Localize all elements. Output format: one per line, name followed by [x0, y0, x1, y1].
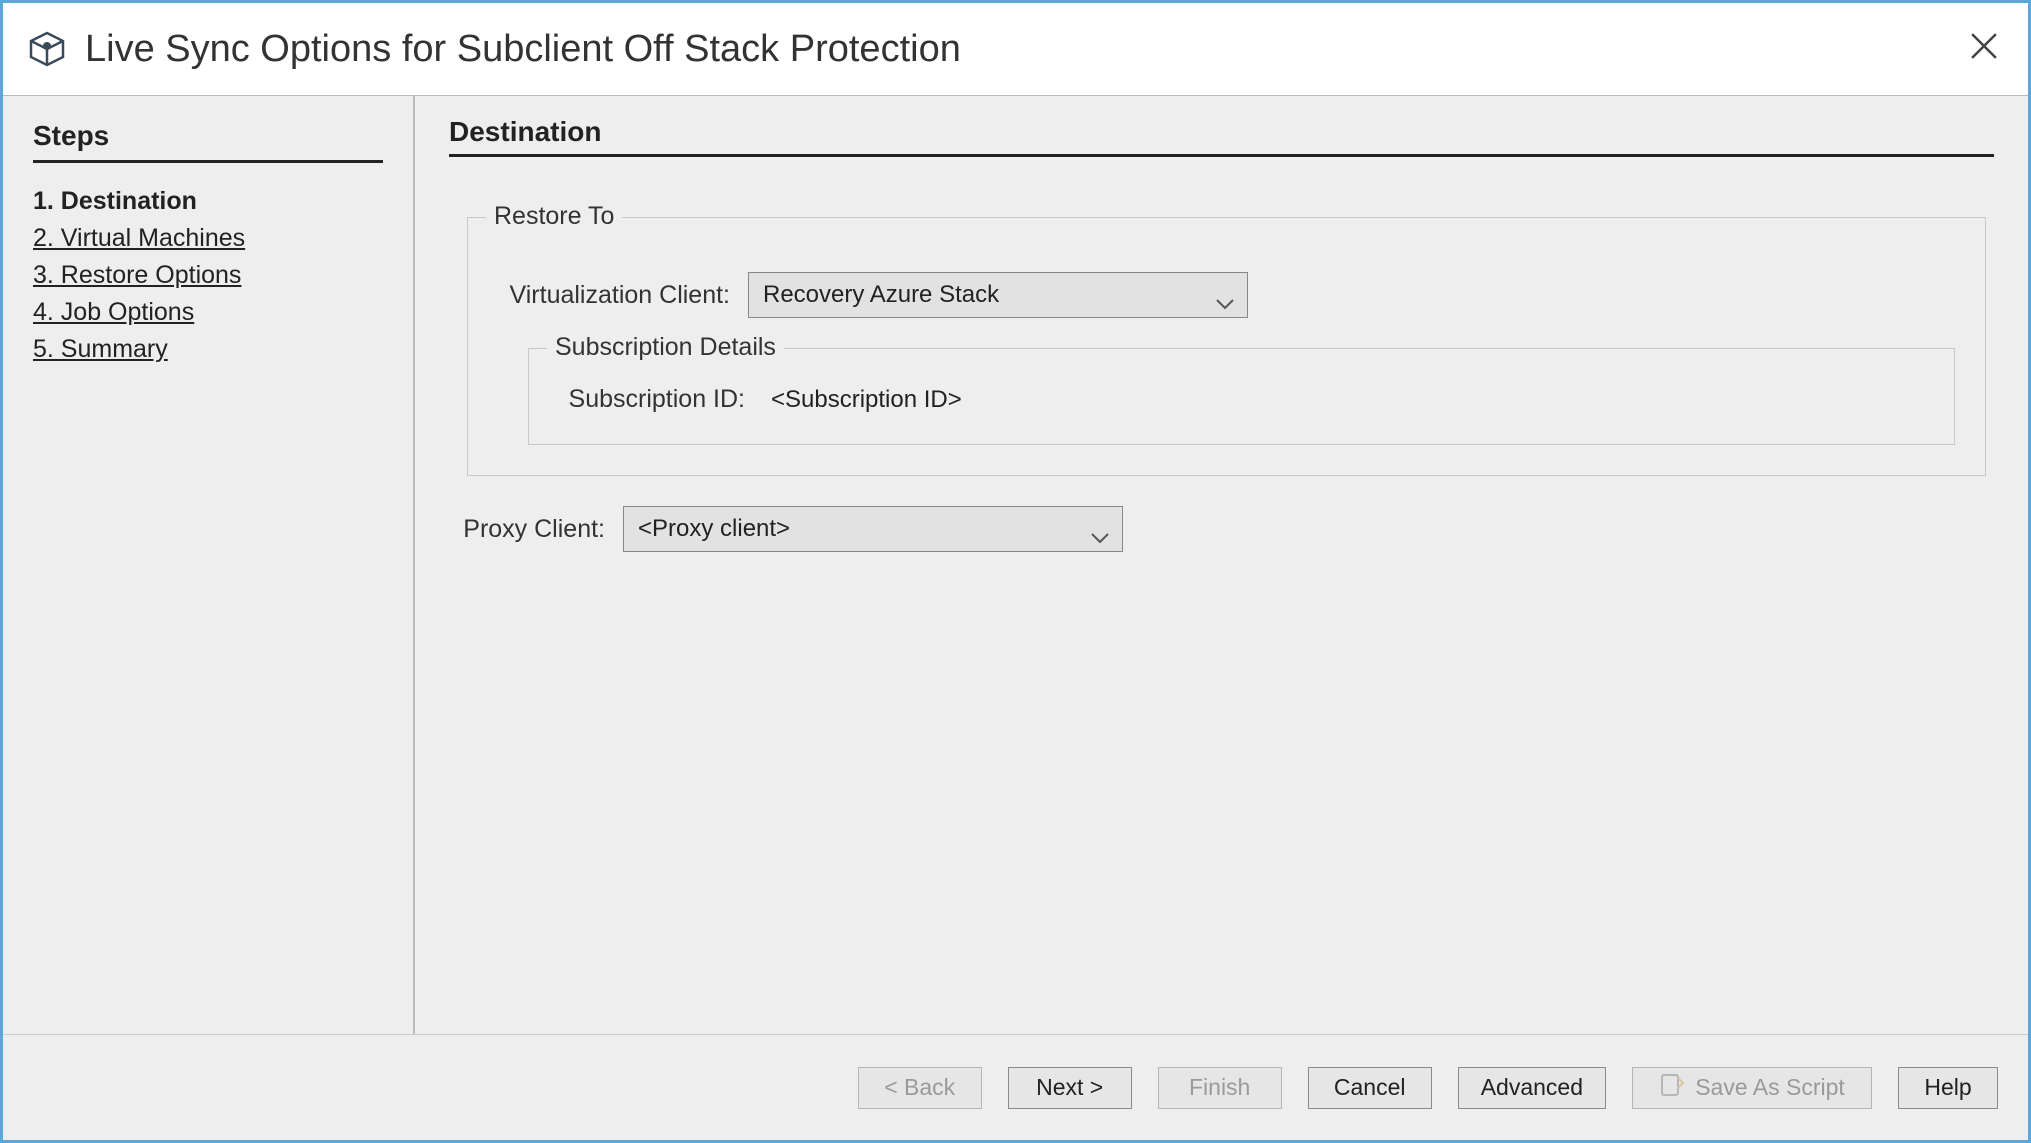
step-restore-options[interactable]: 3. Restore Options [33, 261, 383, 290]
steps-sidebar: Steps 1. Destination 2. Virtual Machines… [3, 96, 415, 1034]
virtualization-client-row: Virtualization Client: Recovery Azure St… [498, 272, 1955, 318]
subscription-details-legend: Subscription Details [547, 333, 784, 362]
proxy-client-row: Proxy Client: <Proxy client> [467, 506, 1994, 552]
virtualization-client-select[interactable]: Recovery Azure Stack [748, 272, 1248, 318]
subscription-id-row: Subscription ID: <Subscription ID> [553, 385, 1930, 414]
step-virtual-machines[interactable]: 2. Virtual Machines [33, 224, 383, 253]
chevron-down-icon [1090, 523, 1110, 535]
chevron-down-icon [1215, 289, 1235, 301]
titlebar: Live Sync Options for Subclient Off Stac… [3, 3, 2028, 95]
proxy-client-value: <Proxy client> [638, 515, 790, 543]
next-button[interactable]: Next > [1008, 1067, 1132, 1109]
help-button[interactable]: Help [1898, 1067, 1998, 1109]
step-summary[interactable]: 5. Summary [33, 335, 383, 364]
restore-to-legend: Restore To [486, 202, 622, 231]
section-title: Destination [449, 116, 1994, 157]
save-as-script-button: Save As Script [1632, 1067, 1872, 1109]
close-icon[interactable] [1964, 29, 2004, 69]
window-title: Live Sync Options for Subclient Off Stac… [85, 28, 1964, 71]
back-button: < Back [858, 1067, 982, 1109]
restore-to-group: Restore To Virtualization Client: Recove… [467, 217, 1986, 476]
app-icon [27, 29, 67, 69]
virtualization-client-label: Virtualization Client: [498, 281, 748, 310]
cancel-button[interactable]: Cancel [1308, 1067, 1432, 1109]
step-destination[interactable]: 1. Destination [33, 187, 383, 216]
steps-header: Steps [33, 120, 383, 163]
subscription-id-label: Subscription ID: [553, 385, 763, 414]
step-job-options[interactable]: 4. Job Options [33, 298, 383, 327]
proxy-client-select[interactable]: <Proxy client> [623, 506, 1123, 552]
finish-button: Finish [1158, 1067, 1282, 1109]
subscription-details-group: Subscription Details Subscription ID: <S… [528, 348, 1955, 445]
advanced-button[interactable]: Advanced [1458, 1067, 1606, 1109]
main-panel: Destination Restore To Virtualization Cl… [415, 96, 2028, 1034]
subscription-id-value: <Subscription ID> [763, 386, 962, 414]
save-as-script-label: Save As Script [1695, 1074, 1845, 1101]
proxy-client-label: Proxy Client: [433, 515, 623, 544]
button-bar: < Back Next > Finish Cancel Advanced Sav… [3, 1034, 2028, 1140]
dialog-body: Steps 1. Destination 2. Virtual Machines… [3, 95, 2028, 1034]
virtualization-client-value: Recovery Azure Stack [763, 281, 999, 309]
script-icon [1659, 1072, 1685, 1104]
dialog-window: Live Sync Options for Subclient Off Stac… [0, 0, 2031, 1143]
